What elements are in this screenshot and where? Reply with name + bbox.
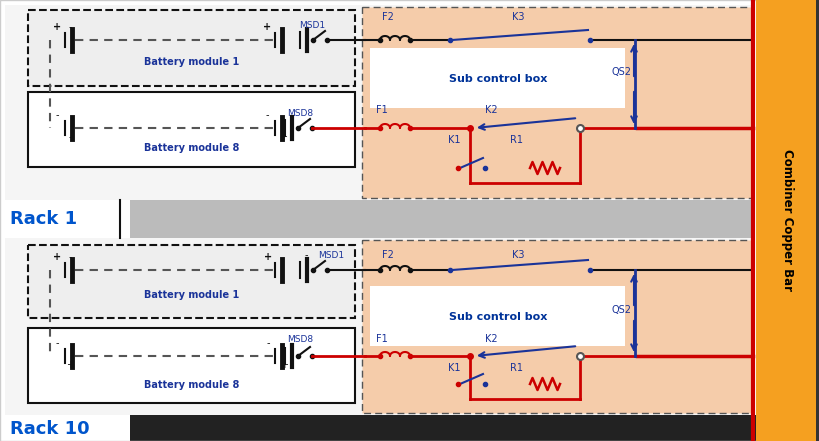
Text: K2: K2: [484, 334, 497, 344]
Text: F1: F1: [376, 105, 387, 115]
Text: -: -: [68, 22, 72, 32]
Text: Battery module 1: Battery module 1: [143, 57, 239, 67]
Text: Battery module 8: Battery module 8: [143, 380, 239, 390]
Text: MSD1: MSD1: [318, 251, 344, 260]
Text: +: +: [278, 132, 287, 142]
Text: K1: K1: [447, 135, 460, 145]
Bar: [130, 200, 754, 238]
Bar: [755, 0, 819, 441]
Text: -: -: [68, 252, 72, 262]
Bar: [130, 415, 755, 441]
Text: +: +: [263, 22, 271, 32]
Text: +: +: [279, 360, 287, 370]
Text: -: -: [304, 250, 307, 260]
Bar: [28, 328, 355, 403]
Bar: [369, 48, 624, 108]
Text: R1: R1: [509, 363, 523, 373]
Text: MSD8: MSD8: [287, 109, 313, 118]
Bar: [5, 238, 751, 415]
Text: Rack 1: Rack 1: [10, 210, 77, 228]
Text: K1: K1: [447, 363, 460, 373]
Text: R1: R1: [509, 135, 523, 145]
Text: K3: K3: [511, 12, 524, 22]
Text: -: -: [55, 110, 59, 120]
Bar: [815, 0, 819, 441]
Text: K3: K3: [511, 250, 524, 260]
Text: Battery module 1: Battery module 1: [143, 290, 239, 300]
Text: F2: F2: [382, 250, 393, 260]
Bar: [28, 92, 355, 167]
Text: Rack 10: Rack 10: [10, 420, 89, 438]
Bar: [361, 7, 751, 198]
Text: QS2: QS2: [611, 305, 631, 315]
Bar: [361, 240, 751, 413]
Text: K2: K2: [484, 105, 497, 115]
Text: Battery module 8: Battery module 8: [143, 143, 239, 153]
Text: +: +: [66, 360, 74, 370]
Text: MSD8: MSD8: [287, 335, 313, 344]
Text: +: +: [264, 252, 272, 262]
Text: QS2: QS2: [611, 67, 631, 77]
Text: F2: F2: [382, 12, 393, 22]
Text: -: -: [55, 338, 59, 348]
Text: MSD1: MSD1: [299, 21, 324, 30]
Text: Combiner Copper Bar: Combiner Copper Bar: [781, 149, 794, 291]
Bar: [5, 5, 751, 200]
Text: +: +: [53, 22, 61, 32]
Text: Sub control box: Sub control box: [448, 74, 546, 84]
Text: -: -: [68, 132, 72, 142]
Bar: [28, 10, 355, 86]
Bar: [28, 245, 355, 318]
Text: +: +: [53, 252, 61, 262]
Text: -: -: [265, 110, 269, 120]
Text: -: -: [266, 338, 269, 348]
Text: F1: F1: [376, 334, 387, 344]
Bar: [369, 286, 624, 346]
Text: Sub control box: Sub control box: [448, 312, 546, 322]
